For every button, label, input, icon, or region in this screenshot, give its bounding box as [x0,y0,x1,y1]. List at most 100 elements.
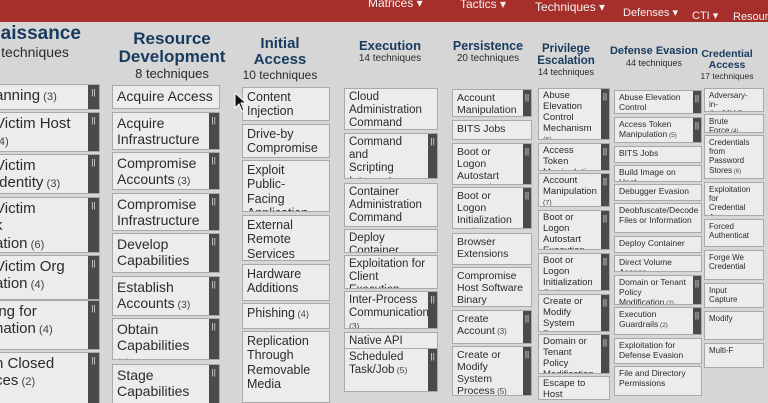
tactic-header[interactable]: Defense Evasion 44 techniques [606,45,702,67]
expand-handle-icon[interactable]: || [208,113,219,149]
expand-handle-icon[interactable]: || [523,347,531,395]
expand-handle-icon[interactable]: || [428,292,437,328]
technique-cell[interactable]: Scheduled Task/Job (5) || [344,348,438,392]
technique-cell[interactable]: BITS Jobs [452,120,532,140]
technique-cell[interactable]: Command andScriptingInterpreter (11)|| [344,133,438,179]
expand-handle-icon[interactable]: || [87,198,99,252]
technique-cell[interactable]: Direct Volume Access [614,255,702,272]
technique-cell[interactable]: Victimkation (6) || [0,197,100,253]
technique-cell[interactable]: Credentials from Password Stores (6) [704,135,764,179]
technique-cell[interactable]: h Closedces (2) || [0,352,100,403]
expand-handle-icon[interactable]: || [87,113,99,151]
expand-handle-icon[interactable]: || [523,311,531,343]
technique-cell[interactable]: Exploit Public-FacingApplication [242,160,330,212]
technique-cell[interactable]: Hardware Additions [242,264,330,301]
technique-cell[interactable]: Acquire Access [112,85,220,109]
technique-cell[interactable]: Establish Accounts (3) || [112,276,220,316]
technique-cell[interactable]: Compromise Accounts (3) || [112,152,220,190]
technique-cell[interactable]: Cloud Administration Command [344,88,438,130]
expand-handle-icon[interactable]: || [601,174,609,206]
technique-cell[interactable]: anning (3) || [0,84,100,110]
technique-cell[interactable]: Content Injection [242,87,330,121]
technique-cell[interactable]: Execution Guardrails (2) || [614,307,702,335]
technique-cell[interactable]: Boot or LogonAutostartExecution (14) || [452,143,532,185]
expand-handle-icon[interactable]: || [601,335,609,373]
nav-cti[interactable]: CTI ▾ [692,10,719,22]
expand-handle-icon[interactable]: || [208,194,219,230]
technique-cell[interactable]: File and Directory Permissions [614,366,702,396]
expand-handle-icon[interactable]: || [208,319,219,359]
technique-cell[interactable]: Escape to Host [538,376,610,400]
technique-cell[interactable]: Boot or LogonInitializationScripts (5)|| [452,187,532,229]
nav-matrices[interactable]: Matrices ▾ [368,0,423,10]
tactic-header[interactable]: Privilege Escalation 14 techniques [530,43,602,77]
technique-cell[interactable]: Forced Authenticat [704,219,764,247]
tactic-header[interactable]: Persistence 20 techniques [443,39,533,64]
technique-cell[interactable]: Multi-F [704,343,764,368]
expand-handle-icon[interactable]: || [523,90,531,116]
technique-cell[interactable]: Drive-by Compromise [242,124,330,158]
expand-handle-icon[interactable]: || [601,89,609,139]
technique-cell[interactable]: Deobfuscate/Decode Files or Information [614,203,702,233]
technique-cell[interactable]: Abuse Elevation Control Mechanism (6) || [538,88,610,140]
expand-handle-icon[interactable]: || [208,153,219,189]
expand-handle-icon[interactable]: || [523,144,531,184]
expand-handle-icon[interactable]: || [601,211,609,249]
technique-cell[interactable]: Inter-Process Communication (3) || [344,291,438,329]
nav-tactics[interactable]: Tactics ▾ [460,0,507,11]
technique-cell[interactable]: Boot or LogonInitializationScripts (5)|| [538,253,610,291]
tactic-header[interactable]: Resource Development 8 techniques [102,30,242,81]
technique-cell[interactable]: Build Image on Host [614,165,702,182]
technique-cell[interactable]: Adversary-in-the-Middle (4) [704,88,764,112]
technique-cell[interactable]: Domain or Tenant Policy Modification (2) |… [614,275,702,305]
expand-handle-icon[interactable]: || [428,134,437,178]
expand-handle-icon[interactable]: || [693,308,701,334]
tactic-header[interactable]: Execution 14 techniques [350,39,430,64]
tactic-header[interactable]: Credential Access 17 techniques [697,48,757,81]
expand-handle-icon[interactable]: || [523,188,531,228]
expand-handle-icon[interactable]: || [208,365,219,403]
technique-cell[interactable]: Boot or LogonAutostartExecution (14) || [538,210,610,250]
technique-cell[interactable]: BITS Jobs [614,146,702,163]
tactic-header[interactable]: naissancetechniques [0,24,100,60]
technique-cell[interactable]: Deploy Container [614,236,702,253]
technique-cell[interactable]: Victim Identity (3) || [0,154,100,194]
expand-handle-icon[interactable]: || [693,118,701,142]
technique-cell[interactable]: ing fornation (4) || [0,300,100,350]
expand-handle-icon[interactable]: || [601,144,609,170]
expand-handle-icon[interactable]: || [208,234,219,272]
expand-handle-icon[interactable]: || [87,85,99,109]
nav-techniques[interactable]: Techniques ▾ [535,0,606,14]
technique-cell[interactable]: Deploy Container [344,229,438,253]
technique-cell[interactable]: Victim Host (4)|| [0,112,100,152]
technique-cell[interactable]: Brute Force (4) [704,114,764,133]
technique-cell[interactable]: Forge We Credential [704,250,764,280]
technique-cell[interactable]: Input Capture [704,283,764,308]
technique-cell[interactable]: Replication Through Removable Media [242,331,330,403]
expand-handle-icon[interactable]: || [601,254,609,290]
technique-cell[interactable]: Debugger Evasion [614,184,702,201]
expand-handle-icon[interactable]: || [428,349,437,391]
technique-cell[interactable]: Phishing (4) [242,303,330,329]
technique-cell[interactable]: Container Administration Command [344,183,438,227]
nav-resources[interactable]: Resources [733,11,768,23]
expand-handle-icon[interactable]: || [87,353,99,403]
technique-cell[interactable]: Modify [704,311,764,340]
nav-defenses[interactable]: Defenses ▾ [623,7,679,19]
expand-handle-icon[interactable]: || [601,295,609,331]
tactic-header[interactable]: Initial Access 10 techniques [240,36,320,82]
technique-cell[interactable]: Create Account (3) || [452,310,532,344]
